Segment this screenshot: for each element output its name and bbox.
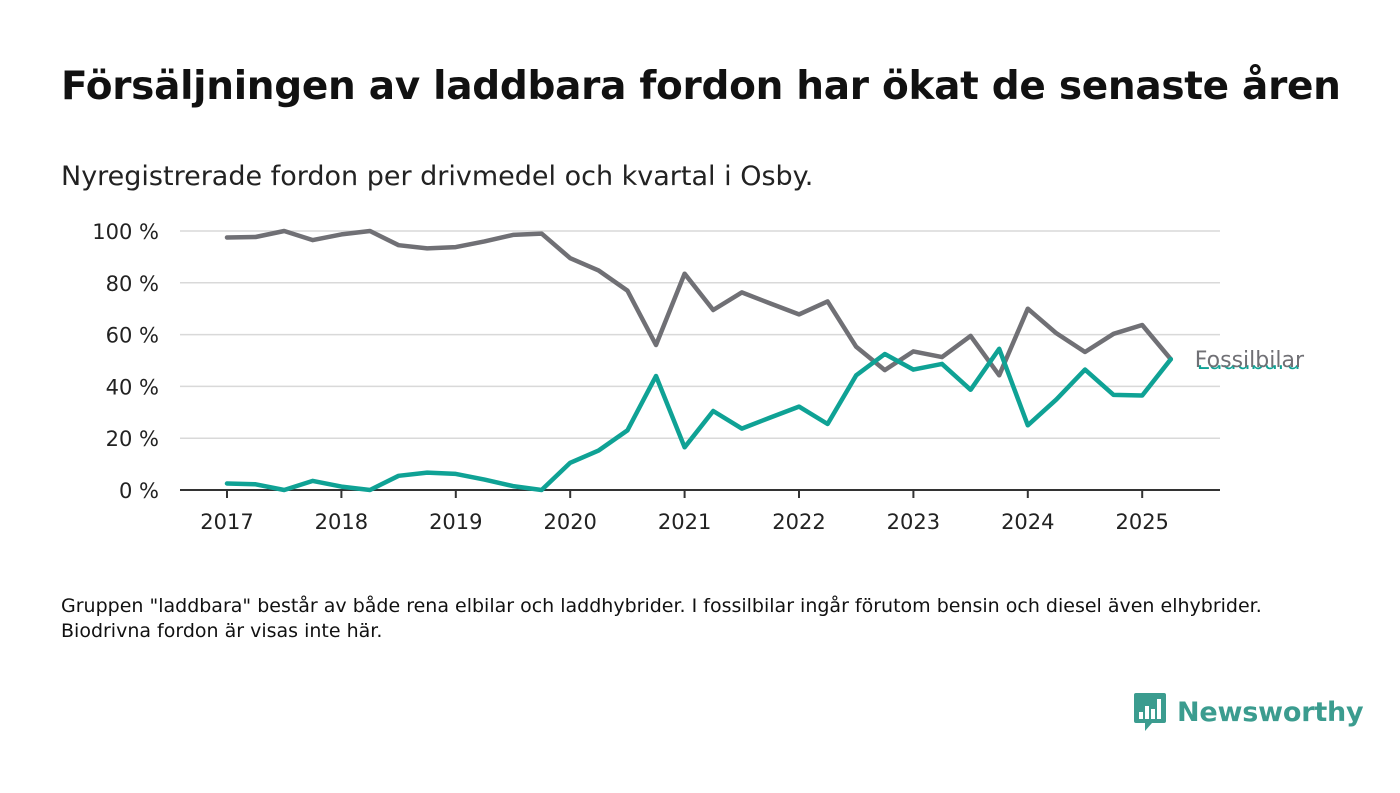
y-tick-label: 60 % xyxy=(106,324,159,348)
x-tick-label: 2024 xyxy=(1001,510,1054,534)
x-tick-label: 2021 xyxy=(658,510,711,534)
label-mask xyxy=(1192,339,1313,366)
brand-name: Newsworthy xyxy=(1177,696,1364,728)
series-line-laddbara xyxy=(224,346,1174,493)
y-tick-label: 100 % xyxy=(92,220,159,244)
gridlines xyxy=(180,230,1220,439)
series-lines xyxy=(224,228,1174,493)
chart-subtitle: Nyregistrerade fordon per drivmedel och … xyxy=(61,161,814,192)
series-labels: LaddbaraFossilbilar xyxy=(1192,339,1313,375)
y-tick-label: 0 % xyxy=(119,479,159,503)
chart-title: Försäljningen av laddbara fordon har öka… xyxy=(61,64,1341,109)
x-tick-label: 2017 xyxy=(200,510,253,534)
x-tick-label: 2020 xyxy=(543,510,596,534)
brand-logo[interactable]: Newsworthy xyxy=(1133,692,1364,732)
y-axis-ticks: 0 % 20 % 40 % 60 % 80 % 100 % xyxy=(92,220,159,503)
y-tick-label: 20 % xyxy=(106,427,159,451)
chart-footnote: Gruppen "laddbara" består av både rena e… xyxy=(61,595,1262,642)
x-axis: 2017 2018 2019 2020 2021 2022 2023 2024 2025 xyxy=(180,489,1220,534)
series-line-fossilbilar xyxy=(224,228,1174,378)
x-tick-label: 2025 xyxy=(1115,510,1168,534)
x-tick-label: 2018 xyxy=(315,510,368,534)
y-tick-label: 40 % xyxy=(106,375,159,399)
y-tick-label: 80 % xyxy=(106,272,159,296)
newsworthy-logo-icon xyxy=(1134,693,1166,731)
x-tick-label: 2022 xyxy=(772,510,825,534)
x-tick-label: 2023 xyxy=(887,510,940,534)
x-tick-label: 2019 xyxy=(429,510,482,534)
series-label-fossilbilar: Fossilbilar xyxy=(1195,348,1305,373)
